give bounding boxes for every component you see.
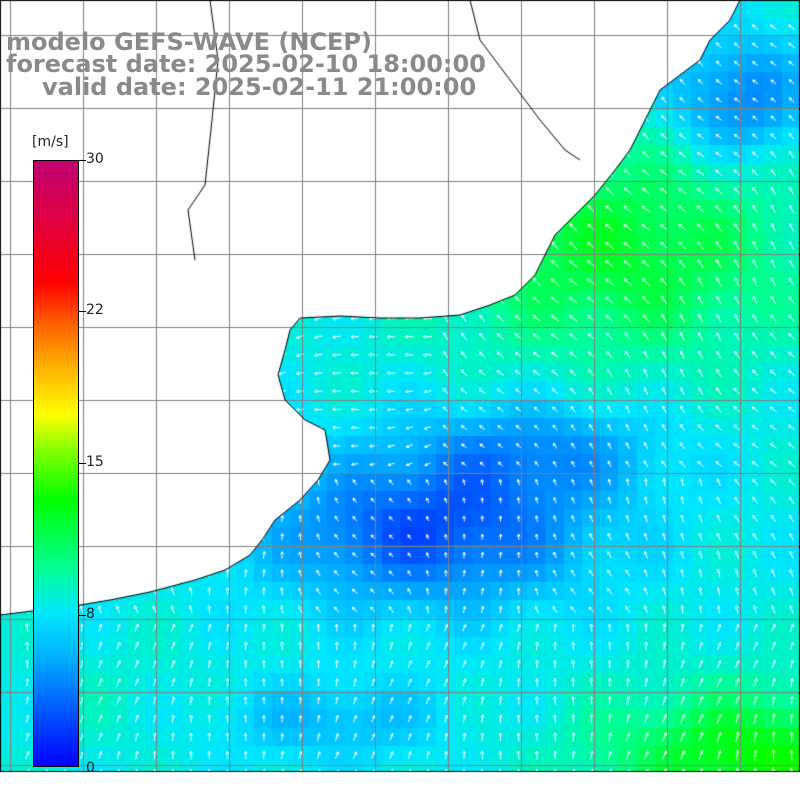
forecast-date: forecast date: 2025-02-10 18:00:00 <box>6 50 486 78</box>
colorbar-label-22: 22 <box>86 302 104 318</box>
colorbar-tick <box>78 160 86 161</box>
colorbar-label-30: 30 <box>86 151 104 167</box>
colorbar-tick <box>78 311 86 312</box>
colorbar <box>33 160 79 767</box>
colorbar-label-0: 0 <box>86 760 95 776</box>
colorbar-unit: [m/s] <box>32 134 69 150</box>
colorbar-tick <box>78 615 86 616</box>
colorbar-label-15: 15 <box>86 454 104 470</box>
colorbar-tick <box>78 463 86 464</box>
colorbar-label-8: 8 <box>86 606 95 622</box>
model-title: modelo GEFS-WAVE (NCEP) <box>6 28 372 56</box>
valid-date: valid date: 2025-02-11 21:00:00 <box>42 73 477 101</box>
